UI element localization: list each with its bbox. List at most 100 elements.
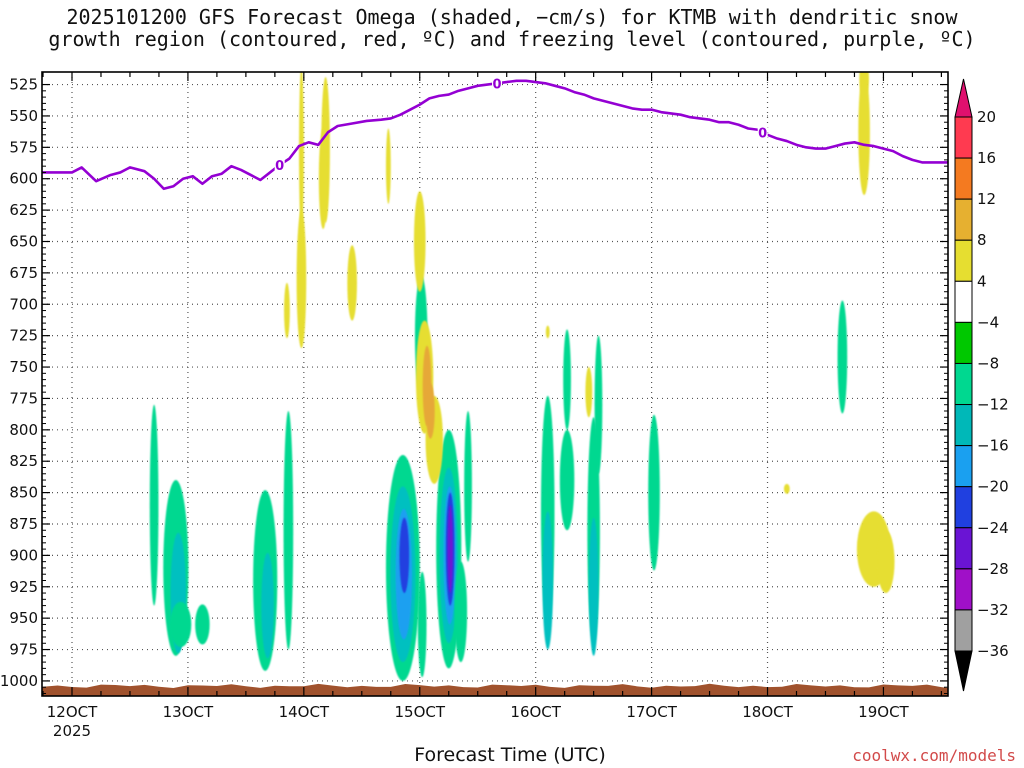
colorbar-swatch bbox=[954, 362, 973, 406]
colorbar-label: −16 bbox=[977, 437, 1009, 455]
plot-frame bbox=[41, 71, 949, 697]
omega-blob bbox=[559, 429, 575, 531]
x-tick-label: 15OCT bbox=[394, 703, 445, 721]
omega-blob bbox=[413, 191, 426, 292]
colorbar-swatch bbox=[954, 198, 973, 241]
colorbar-label: −28 bbox=[977, 560, 1009, 578]
y-tick-label: 625 bbox=[9, 201, 38, 219]
freezing-level-label: 0 bbox=[758, 126, 767, 141]
omega-blob bbox=[399, 517, 410, 594]
omega-blob bbox=[195, 604, 210, 645]
colorbar-swatch bbox=[954, 157, 973, 200]
omega-layer bbox=[149, 72, 895, 681]
y-tick-label: 550 bbox=[9, 107, 38, 125]
terrain-layer bbox=[42, 683, 948, 696]
x-tick-label: 16OCT bbox=[510, 703, 561, 721]
x-tick-sublabel: 2025 bbox=[53, 722, 91, 740]
colorbar-swatch bbox=[954, 527, 973, 570]
x-tick-label: 17OCT bbox=[626, 703, 677, 721]
y-tick-label: 675 bbox=[9, 264, 38, 282]
x-tick-label: 18OCT bbox=[742, 703, 793, 721]
colorbar: 20 16 12 8 4 −4 −8 −12 −16 −20 −24 −28 −32 −36 bbox=[954, 78, 1009, 692]
omega-blob bbox=[284, 282, 290, 339]
colorbar-swatch bbox=[954, 609, 973, 652]
omega-blob bbox=[149, 404, 159, 606]
y-axis: 525 550 575 600 625 650 675 700 725 750 775 800 825 8… bbox=[0, 76, 948, 694]
chart-title-line2: growth region (contoured, red, ºC) and f… bbox=[48, 27, 976, 51]
colorbar-label: −24 bbox=[977, 519, 1009, 537]
y-tick-label: 1000 bbox=[0, 672, 38, 690]
omega-blob bbox=[385, 128, 391, 204]
x-tick-label: 14OCT bbox=[279, 703, 330, 721]
omega-blob bbox=[542, 511, 554, 650]
omega-blob bbox=[837, 300, 848, 414]
omega-blob bbox=[858, 72, 870, 196]
freezing-label-bg bbox=[492, 75, 503, 90]
colorbar-label: 4 bbox=[977, 272, 987, 290]
omega-blob bbox=[283, 410, 294, 650]
colorbar-swatch bbox=[954, 404, 973, 447]
colorbar-label: −20 bbox=[977, 478, 1009, 496]
y-tick-label: 750 bbox=[9, 358, 38, 376]
x-tick-label: 12OCT bbox=[47, 703, 98, 721]
omega-blob bbox=[783, 483, 790, 494]
x-axis-title: Forecast Time (UTC) bbox=[414, 744, 606, 766]
y-tick-label: 925 bbox=[9, 578, 38, 596]
colorbar-arrow-bottom bbox=[954, 650, 973, 692]
omega-blob bbox=[347, 245, 357, 321]
freezing-level-label: 0 bbox=[275, 159, 284, 174]
y-tick-label: 700 bbox=[9, 295, 38, 313]
colorbar-swatch bbox=[954, 116, 973, 159]
colorbar-swatch bbox=[954, 239, 973, 282]
x-tick-label: 13OCT bbox=[163, 703, 214, 721]
x-tick-label: 19OCT bbox=[858, 703, 909, 721]
freezing-level-layer: 0 0 0 bbox=[42, 75, 948, 191]
colorbar-swatch bbox=[954, 568, 973, 611]
freezing-label-bg bbox=[274, 156, 285, 171]
y-tick-label: 575 bbox=[9, 138, 38, 156]
colorbar-swatch bbox=[954, 321, 973, 364]
omega-blob bbox=[170, 601, 192, 648]
y-tick-label: 950 bbox=[9, 609, 38, 627]
colorbar-arrow-top bbox=[954, 78, 973, 118]
chart-title: 2025101200 GFS Forecast Omega (shaded, −… bbox=[0, 6, 1024, 50]
colorbar-label: 16 bbox=[977, 149, 996, 167]
omega-blob bbox=[594, 335, 603, 474]
omega-blob bbox=[261, 552, 274, 659]
omega-blob bbox=[648, 414, 660, 571]
credit-link[interactable]: coolwx.com/models bbox=[852, 746, 1016, 765]
omega-blob bbox=[299, 72, 304, 237]
omega-blob bbox=[454, 561, 468, 663]
omega-blob bbox=[545, 325, 550, 339]
colorbar-label: 12 bbox=[977, 190, 996, 208]
y-tick-label: 875 bbox=[9, 515, 38, 533]
omega-blob bbox=[426, 383, 435, 439]
colorbar-swatch bbox=[954, 280, 973, 323]
colorbar-label: 8 bbox=[977, 231, 987, 249]
y-tick-label: 975 bbox=[9, 641, 38, 659]
y-tick-label: 725 bbox=[9, 327, 38, 345]
y-tick-label: 825 bbox=[9, 452, 38, 470]
omega-blob bbox=[588, 517, 599, 656]
colorbar-label: −32 bbox=[977, 601, 1009, 619]
omega-blob bbox=[585, 367, 593, 418]
omega-blob bbox=[563, 329, 571, 430]
y-tick-label: 800 bbox=[9, 421, 38, 439]
colorbar-swatch bbox=[954, 445, 973, 488]
omega-blob bbox=[318, 128, 328, 229]
y-tick-label: 850 bbox=[9, 484, 38, 502]
colorbar-label: −36 bbox=[977, 642, 1009, 660]
chart-title-line1: 2025101200 GFS Forecast Omega (shaded, −… bbox=[66, 5, 958, 29]
y-tick-label: 600 bbox=[9, 170, 38, 188]
y-tick-label: 900 bbox=[9, 546, 38, 564]
freezing-label-bg bbox=[757, 124, 768, 139]
colorbar-swatch bbox=[954, 486, 973, 529]
omega-blob bbox=[464, 410, 472, 562]
omega-blob bbox=[296, 210, 307, 349]
plot-border bbox=[41, 71, 949, 697]
colorbar-label: −8 bbox=[977, 354, 999, 372]
terrain bbox=[42, 683, 948, 696]
omega-blob bbox=[417, 571, 427, 678]
